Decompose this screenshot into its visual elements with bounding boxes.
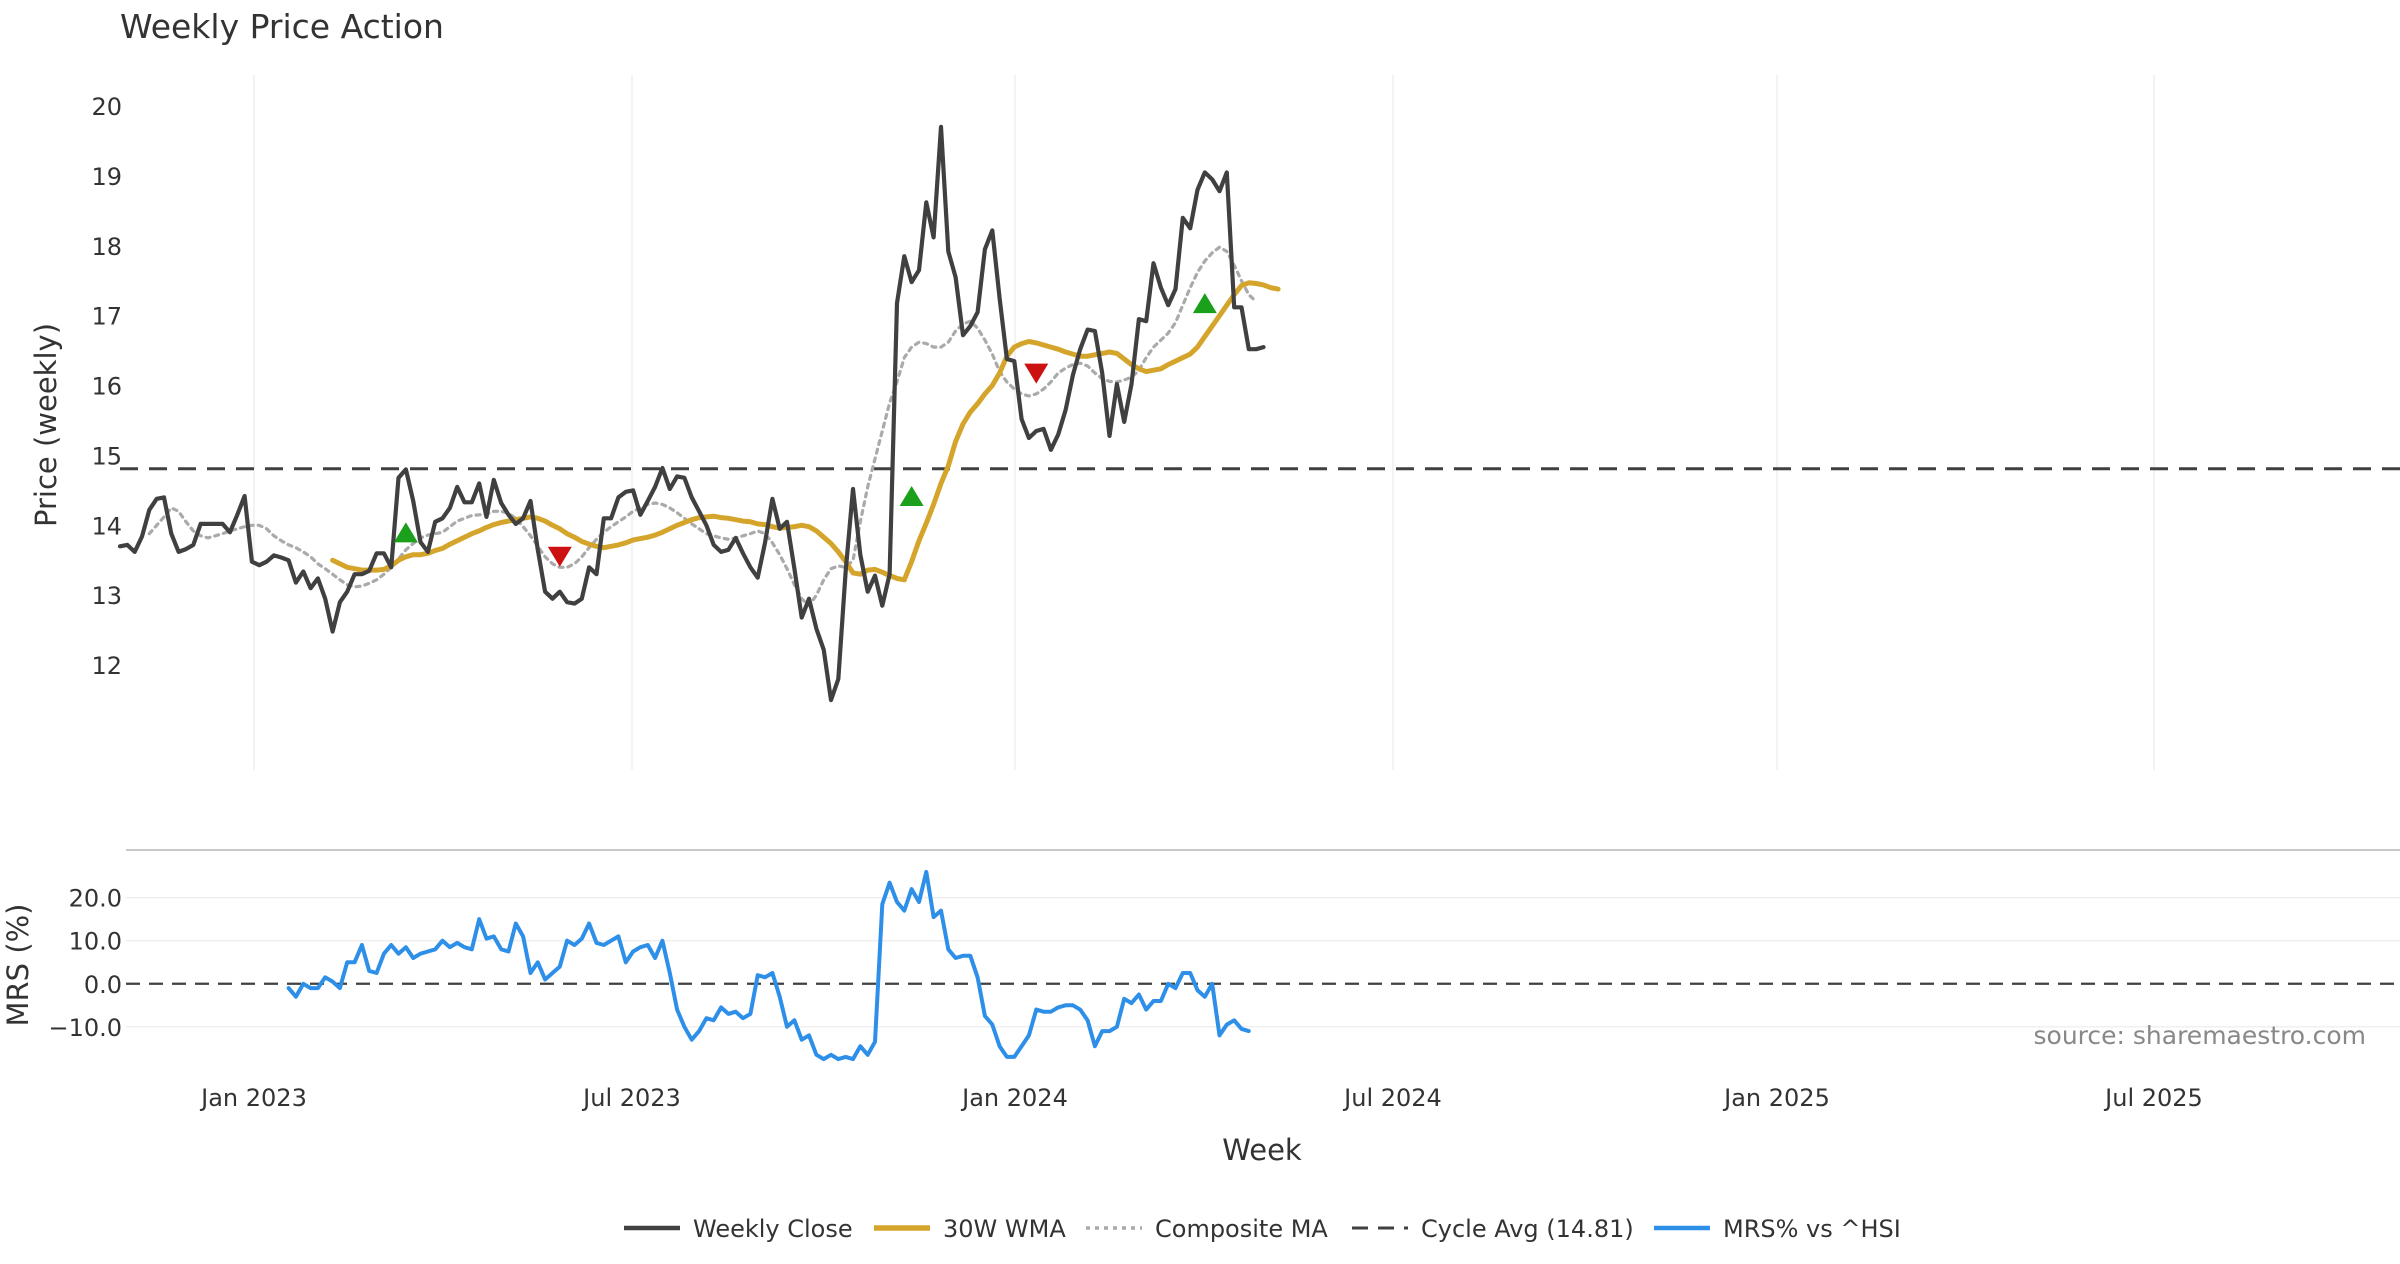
x-axis-ticks: Jan 2023 Jul 2023 Jan 2024 Jul 2024 Jan 2025…: [199, 1084, 2203, 1112]
sell-signal-marker: [547, 546, 572, 567]
legend-label-cycle: Cycle Avg (14.81): [1421, 1215, 1634, 1243]
price-y-axis-label: Price (weekly): [29, 323, 63, 527]
x-tick-label: Jan 2024: [960, 1084, 1068, 1112]
mrs-ytick-label: −10.0: [48, 1014, 122, 1042]
series-composite: [147, 245, 1258, 608]
series-close: [117, 124, 1266, 703]
source-note: source: sharemaestro.com: [2034, 1021, 2367, 1050]
price-panel: [117, 124, 2400, 703]
chart-title: Weekly Price Action: [120, 7, 444, 46]
series-wma: [330, 280, 1281, 583]
price-ytick-label: 20: [91, 93, 122, 121]
mrs-ytick-label: 20.0: [69, 885, 122, 913]
x-tick-label: Jul 2023: [581, 1084, 681, 1112]
price-ytick-label: 16: [91, 373, 122, 401]
legend-label-close: Weekly Close: [693, 1215, 853, 1243]
price-ytick-label: 14: [91, 512, 122, 540]
x-tick-label: Jul 2025: [2103, 1084, 2203, 1112]
x-tick-label: Jan 2025: [1722, 1084, 1830, 1112]
price-ytick-label: 12: [91, 652, 122, 680]
buy-signal-marker: [1192, 293, 1217, 314]
mrs-y-axis-label: MRS (%): [1, 904, 35, 1027]
price-ytick-label: 18: [91, 233, 122, 261]
price-ytick-label: 17: [91, 303, 122, 331]
price-ytick-label: 19: [91, 163, 122, 191]
mrs-ytick-label: 10.0: [69, 928, 122, 956]
legend: Weekly Close 30W WMA Composite MA Cycle Avg…: [624, 1215, 1901, 1243]
mrs-grid: −10.0 0.0 10.0 20.0: [48, 849, 2400, 1042]
mrs-ytick-label: 0.0: [84, 971, 122, 999]
sell-signal-marker: [1024, 363, 1049, 384]
price-grid: 12 13 14 15 16 17 18 19 20: [91, 75, 2155, 770]
mrs-panel: [286, 869, 1251, 1062]
price-ytick-label: 13: [91, 582, 122, 610]
legend-label-mrs: MRS% vs ^HSI: [1723, 1215, 1901, 1243]
legend-label-composite: Composite MA: [1155, 1215, 1328, 1243]
price-ytick-label: 15: [91, 442, 122, 470]
x-tick-label: Jan 2023: [199, 1084, 307, 1112]
buy-signal-marker: [899, 485, 924, 506]
x-tick-label: Jul 2024: [1342, 1084, 1442, 1112]
buy-signal-marker: [393, 522, 418, 543]
legend-label-wma: 30W WMA: [943, 1215, 1066, 1243]
x-axis-label: Week: [1222, 1133, 1302, 1167]
series-mrs: [286, 869, 1251, 1062]
